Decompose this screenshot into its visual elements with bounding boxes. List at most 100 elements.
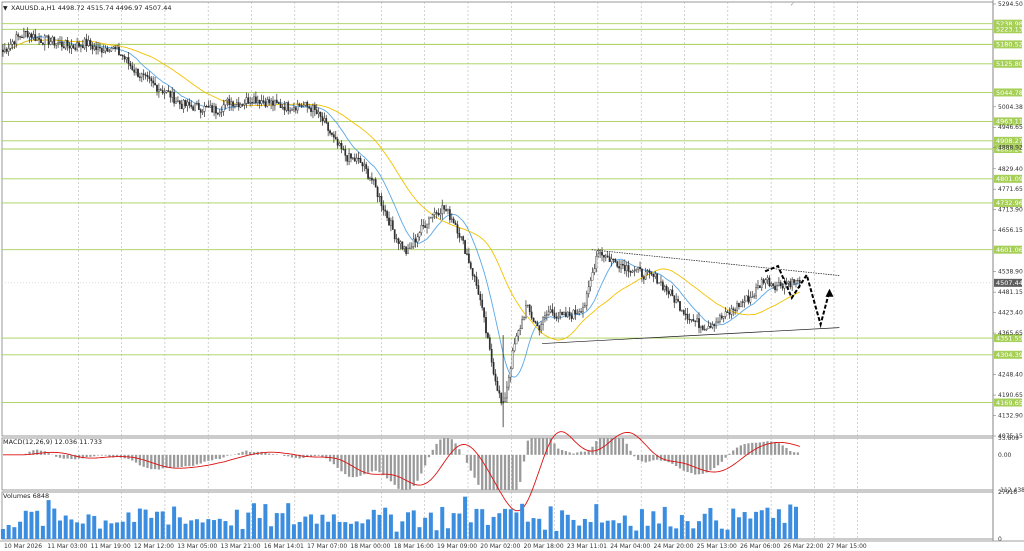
candle-body [353, 157, 356, 162]
triangle-upper-line[interactable] [591, 249, 840, 276]
volume-bars [0, 496, 798, 539]
candle-body [369, 177, 371, 180]
candle-body [458, 233, 461, 238]
candle-body [623, 265, 626, 271]
candle-body [205, 105, 208, 108]
candle-body [281, 106, 284, 109]
candle-body [346, 155, 349, 162]
candle-body [43, 35, 46, 45]
candle-body [401, 241, 404, 250]
candle-body [532, 317, 535, 322]
volume-y-tick-label: 0 [998, 536, 1002, 543]
candle-body [673, 295, 676, 303]
candle-body [703, 329, 706, 331]
candle-body [496, 381, 499, 391]
candle-body [57, 42, 59, 44]
y-tick-label: 4190.65 [998, 392, 1023, 399]
candle-body [186, 101, 189, 107]
candle-body [747, 295, 750, 303]
level-label-box [994, 198, 1022, 207]
candle-body [325, 118, 328, 123]
x-tick-label: 13 Mar 21:00 [221, 543, 261, 550]
candle-body [70, 45, 73, 49]
candle-body [601, 251, 603, 256]
candle-body [580, 311, 582, 313]
level-label: 4601.06 [996, 246, 1023, 254]
candle-body [34, 34, 37, 41]
candle-body [730, 308, 733, 315]
candle-body [312, 105, 314, 112]
candle-body [410, 246, 413, 249]
candle-body [429, 217, 432, 219]
candle-body [125, 57, 128, 60]
candle-body [87, 40, 90, 46]
candle-body [662, 281, 664, 290]
candle-body [249, 101, 252, 104]
candle-body [327, 122, 330, 131]
x-tick-label: 10 Mar 2026 [4, 543, 42, 550]
candle-body [494, 373, 497, 382]
level-label: 5238.98 [996, 20, 1023, 28]
y-tick-label: 4481.15 [998, 289, 1023, 296]
candle-body [329, 130, 331, 134]
candle-body [279, 103, 282, 108]
candle-body [374, 179, 377, 188]
candle-body [190, 104, 193, 107]
candle-body [652, 274, 655, 277]
triangle-down-icon[interactable]: ▼ [3, 5, 8, 12]
candle-body [268, 99, 271, 104]
candle-body [431, 214, 434, 218]
candle-body [698, 318, 700, 328]
macd-series [3, 431, 800, 512]
candle-body [715, 321, 717, 327]
level-label-box [994, 334, 1022, 343]
candle-body [399, 241, 402, 244]
candle-body [603, 255, 605, 258]
candle-body [232, 101, 234, 107]
level-label-box [994, 350, 1022, 359]
level-label-box [994, 40, 1022, 49]
x-tick-label: 23 Mar 11:01 [567, 543, 607, 550]
candle-body [390, 220, 392, 226]
candle-body [568, 311, 571, 316]
candle-body [352, 157, 354, 159]
candle-body [180, 103, 183, 110]
forecast-zigzag[interactable] [764, 264, 831, 329]
candle-body [275, 99, 278, 103]
candle-body [751, 296, 754, 298]
candle-body [428, 217, 430, 225]
level-label-box [994, 136, 1022, 145]
candle-body [146, 75, 149, 78]
candle-body [745, 295, 748, 302]
candle-body [618, 266, 620, 269]
candle-body [692, 319, 695, 322]
candle-body [540, 324, 543, 331]
candle-body [561, 311, 563, 316]
x-tick-label: 20 Mar 18:00 [524, 543, 564, 550]
candle-body [53, 36, 56, 46]
candle-body [42, 42, 44, 45]
candle-body [220, 111, 223, 113]
candle-body [85, 38, 88, 46]
candle-body [218, 112, 221, 115]
x-tick-label: 24 Mar 20:00 [654, 543, 694, 550]
triangle-lower-line[interactable] [542, 327, 840, 344]
candle-body [707, 325, 710, 330]
candle-body [241, 104, 244, 106]
candle-body [81, 45, 84, 49]
candle-body [97, 47, 99, 50]
candle-body [641, 268, 643, 277]
main-pane[interactable] [1, 1, 994, 437]
candle-body [296, 103, 299, 111]
candle-body [367, 168, 369, 179]
x-tick-label: 25 Mar 13:00 [697, 543, 737, 550]
y-tick-label: 4888.92 [998, 145, 1023, 152]
level-label: 4801.09 [996, 175, 1023, 183]
candle-body [506, 386, 508, 399]
y-tick-label: 4423.40 [998, 310, 1023, 317]
candle-body [625, 265, 628, 271]
y-tick-label: 4248.40 [998, 372, 1023, 379]
